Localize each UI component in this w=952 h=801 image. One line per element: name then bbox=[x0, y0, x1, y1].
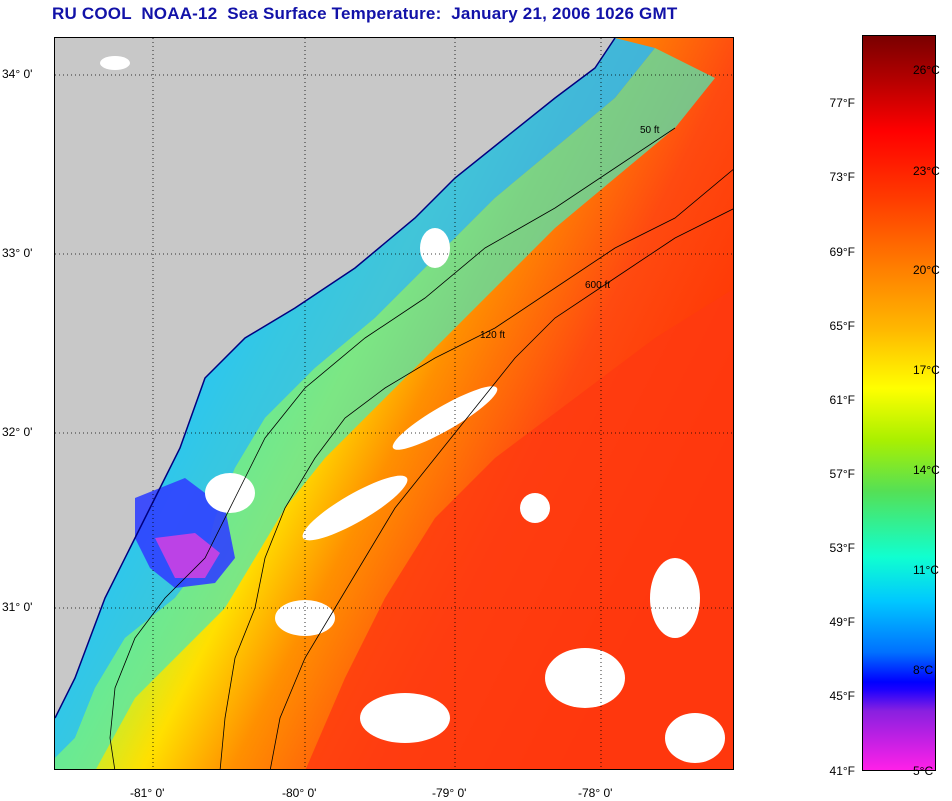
cb-c-11: 11°C bbox=[913, 563, 939, 577]
cb-f-65: 65°F bbox=[829, 319, 855, 333]
cb-f-53: 53°F bbox=[829, 541, 855, 555]
lon-label-81: -81° 0' bbox=[130, 786, 165, 800]
isobath-120ft bbox=[219, 169, 733, 769]
lat-label-31: 31° 0' bbox=[2, 600, 33, 614]
graticule bbox=[55, 38, 733, 769]
cb-f-61: 61°F bbox=[829, 393, 855, 407]
coastline bbox=[55, 38, 616, 719]
cb-f-69: 69°F bbox=[829, 245, 855, 259]
isobath-50ft bbox=[109, 127, 676, 769]
cb-c-14: 14°C bbox=[913, 463, 940, 477]
cloud-patches bbox=[100, 56, 725, 763]
cb-c-23: 23°C bbox=[913, 164, 940, 178]
cb-c-5: 5°C bbox=[913, 764, 934, 778]
cb-c-26: 26°C bbox=[913, 63, 940, 77]
isobath-label-120: 120 ft bbox=[480, 330, 505, 341]
cb-c-17: 17°C bbox=[913, 363, 940, 377]
isobath-label-600: 600 ft bbox=[585, 280, 610, 291]
isobath-label-50: 50 ft bbox=[640, 125, 660, 136]
lon-label-80: -80° 0' bbox=[282, 786, 317, 800]
lon-label-78: -78° 0' bbox=[578, 786, 613, 800]
cb-f-77: 77°F bbox=[829, 96, 855, 110]
cb-c-20: 20°C bbox=[913, 263, 940, 277]
sst-map[interactable]: 50 ft 120 ft 600 ft bbox=[54, 37, 734, 770]
map-title: RU COOL NOAA-12 Sea Surface Temperature:… bbox=[52, 4, 678, 23]
temperature-colorbar bbox=[862, 35, 936, 771]
cb-f-49: 49°F bbox=[829, 615, 855, 629]
nearshore-cool-band bbox=[55, 38, 655, 758]
lon-label-79: -79° 0' bbox=[432, 786, 467, 800]
lat-label-34: 34° 0' bbox=[2, 67, 33, 81]
gulf-stream-core bbox=[305, 289, 733, 769]
sst-map-canvas: 50 ft 120 ft 600 ft bbox=[55, 38, 733, 769]
cb-f-57: 57°F bbox=[829, 467, 855, 481]
cb-f-45: 45°F bbox=[829, 689, 855, 703]
mid-shelf-band bbox=[55, 48, 715, 769]
lat-label-33: 33° 0' bbox=[2, 246, 33, 260]
lat-label-32: 32° 0' bbox=[2, 425, 33, 439]
cold-patch-core bbox=[155, 533, 220, 578]
cb-c-8: 8°C bbox=[913, 663, 934, 677]
cb-f-73: 73°F bbox=[829, 170, 855, 184]
cb-f-41: 41°F bbox=[829, 764, 855, 778]
